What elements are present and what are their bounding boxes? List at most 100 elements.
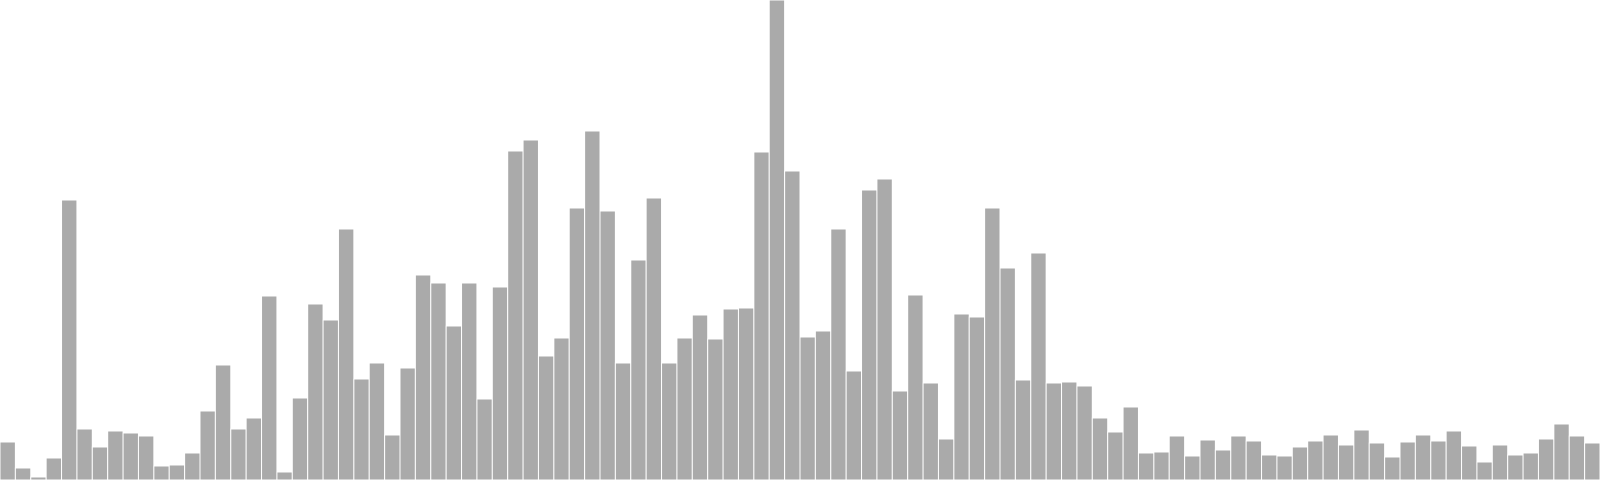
bar-38 — [584, 130, 601, 480]
bar-68 — [1045, 382, 1063, 480]
bar-21 — [322, 319, 339, 480]
bar-92 — [1414, 434, 1432, 480]
bar-9 — [137, 435, 155, 480]
bar-28 — [430, 282, 447, 480]
bar-4 — [61, 199, 78, 480]
bar-3 — [45, 457, 63, 480]
bar-18 — [276, 471, 293, 480]
bar-41 — [630, 259, 647, 480]
bar-13 — [199, 410, 216, 480]
bar-58 — [891, 390, 909, 480]
bar-81 — [1245, 440, 1263, 480]
bar-77 — [1184, 455, 1201, 480]
bar-30 — [461, 282, 478, 480]
bar-74 — [1137, 452, 1155, 480]
bar-31 — [476, 398, 493, 480]
bar-61 — [937, 438, 955, 480]
bar-93 — [1430, 440, 1447, 480]
bar-1 — [14, 467, 32, 480]
bar-75 — [1153, 451, 1170, 480]
bar-11 — [168, 464, 186, 480]
bar-29 — [445, 325, 463, 480]
bar-49 — [753, 151, 770, 480]
bar-22 — [337, 228, 355, 480]
bar-86 — [1322, 434, 1339, 480]
bar-23 — [353, 378, 370, 480]
bar-57 — [876, 178, 893, 480]
bar-46 — [707, 338, 724, 480]
bar-72 — [1107, 431, 1124, 480]
bar-19 — [291, 397, 309, 480]
bar-34 — [522, 139, 539, 480]
bar-54 — [830, 228, 847, 480]
bar-15 — [230, 428, 247, 480]
bar-83 — [1276, 455, 1293, 480]
bar-65 — [999, 267, 1016, 480]
bar-53 — [814, 330, 832, 480]
bar-55 — [845, 370, 863, 480]
bar-27 — [414, 274, 432, 480]
bar-36 — [553, 337, 570, 480]
bar-43 — [661, 362, 678, 480]
bar-14 — [214, 364, 232, 480]
bar-40 — [614, 362, 632, 480]
bar-17 — [261, 295, 278, 480]
bar-71 — [1091, 417, 1109, 480]
bar-35 — [537, 355, 555, 480]
bar-76 — [1168, 435, 1186, 480]
bar-16 — [245, 417, 263, 480]
bar-70 — [1076, 385, 1093, 480]
bar-99 — [1522, 452, 1539, 480]
bar-50 — [768, 0, 786, 480]
bar-12 — [184, 452, 201, 480]
bar-90 — [1384, 456, 1401, 480]
bar-97 — [1491, 444, 1509, 480]
bar-63 — [968, 316, 986, 480]
bar-100 — [1537, 438, 1555, 480]
bar-45 — [691, 314, 709, 480]
bar-67 — [1030, 252, 1047, 480]
bar-6 — [91, 446, 109, 480]
bar-66 — [1014, 379, 1032, 480]
bar-44 — [676, 337, 693, 480]
bar-96 — [1476, 461, 1493, 480]
bar-69 — [1061, 381, 1078, 480]
bar-103 — [1584, 442, 1600, 480]
bar-8 — [122, 432, 139, 480]
bar-101 — [1553, 423, 1570, 480]
bar-98 — [1507, 454, 1524, 480]
bar-62 — [953, 313, 970, 480]
bar-91 — [1399, 441, 1416, 480]
bar-73 — [1122, 406, 1139, 480]
bar-85 — [1307, 440, 1324, 480]
bar-64 — [984, 207, 1001, 480]
bar-26 — [399, 367, 416, 480]
bar-59 — [907, 294, 924, 480]
bar-102 — [1568, 435, 1586, 480]
bar-20 — [307, 303, 324, 480]
bar-5 — [76, 428, 93, 480]
bar-37 — [568, 207, 586, 480]
bar-94 — [1445, 430, 1463, 480]
bar-39 — [599, 210, 616, 480]
bar-78 — [1199, 439, 1216, 480]
bar-10 — [153, 465, 170, 480]
bar-0 — [0, 441, 16, 480]
bar-89 — [1368, 442, 1386, 480]
bar-24 — [368, 362, 386, 480]
bar-80 — [1230, 435, 1247, 480]
bar-32 — [491, 286, 509, 480]
bar-60 — [922, 382, 939, 480]
bar-48 — [737, 307, 755, 480]
bar-47 — [722, 308, 739, 480]
bar-56 — [861, 189, 878, 480]
bar-82 — [1261, 454, 1278, 480]
bar-7 — [107, 430, 124, 480]
bar-42 — [645, 197, 663, 480]
bar-51 — [784, 170, 801, 480]
bar-79 — [1214, 449, 1232, 480]
bar-25 — [384, 434, 401, 480]
bar-88 — [1353, 429, 1370, 480]
